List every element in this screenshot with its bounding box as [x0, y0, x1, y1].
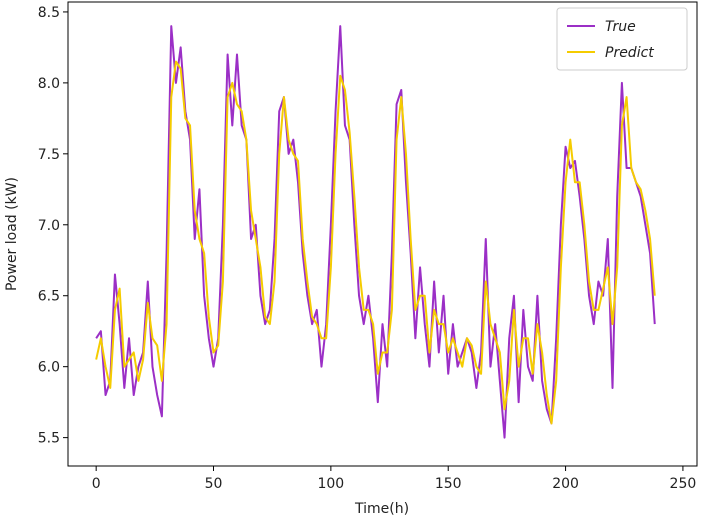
y-tick-label: 8.5	[38, 5, 60, 21]
series-line	[95, 25, 656, 439]
y-tick-label: 6.0	[38, 360, 60, 376]
y-tick-label: 8.0	[38, 76, 60, 92]
x-tick-label: 50	[205, 476, 223, 492]
x-tick-label: 250	[670, 476, 697, 492]
legend-label: True	[605, 19, 636, 35]
x-tick-label: 100	[317, 476, 344, 492]
x-tick-label: 0	[92, 476, 101, 492]
x-tick-label: 200	[552, 476, 579, 492]
legend-label: Predict	[605, 45, 654, 61]
x-tick-label: 150	[435, 476, 462, 492]
y-axis-label: Power load (kW)	[4, 177, 20, 291]
legend-box	[556, 7, 688, 71]
y-tick-label: 6.5	[38, 289, 60, 305]
plot-frame	[67, 1, 698, 467]
y-tick-label: 7.5	[38, 147, 60, 163]
series-line	[95, 60, 656, 425]
x-axis-label: Time(h)	[354, 501, 409, 517]
y-tick-label: 5.5	[38, 431, 60, 447]
y-tick-label: 7.0	[38, 218, 60, 234]
